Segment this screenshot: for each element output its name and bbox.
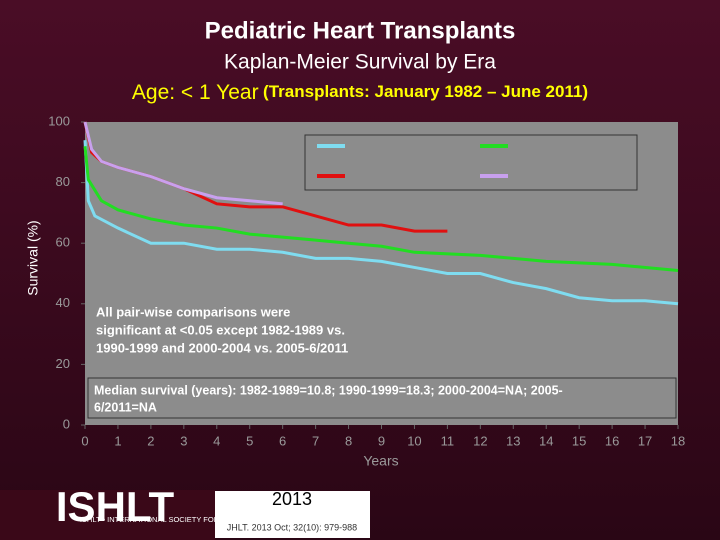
annotation-box — [87, 377, 677, 419]
age-line: Age: < 1 Year (Transplants: January 1982… — [132, 81, 588, 104]
footer: ISHLT ISHLT • INTERNATIONAL SOCIETY FOR … — [0, 483, 370, 540]
x-tick-label: 10 — [407, 433, 421, 448]
y-tick-label: 0 — [63, 416, 70, 431]
x-tick-label: 4 — [213, 433, 220, 448]
x-tick-label: 16 — [605, 433, 619, 448]
x-tick-label: 18 — [671, 433, 685, 448]
x-tick-label: 5 — [246, 433, 253, 448]
x-tick-label: 2 — [147, 433, 154, 448]
x-tick-label: 17 — [638, 433, 652, 448]
period-label: (Transplants: January 1982 – June 2011) — [263, 82, 588, 101]
y-tick-label: 60 — [56, 235, 70, 250]
citation-box — [215, 491, 370, 538]
annotation-text: All pair-wise comparisons were — [96, 304, 290, 319]
subtitle: Kaplan-Meier Survival by Era — [224, 51, 496, 74]
x-tick-label: 8 — [345, 433, 352, 448]
y-tick-label: 100 — [48, 113, 70, 128]
x-tick-label: 9 — [378, 433, 385, 448]
y-tick-label: 40 — [56, 295, 70, 310]
x-tick-label: 15 — [572, 433, 586, 448]
x-tick-label: 14 — [539, 433, 553, 448]
legend — [304, 134, 638, 191]
x-tick-label: 0 — [81, 433, 88, 448]
x-tick-label: 7 — [312, 433, 319, 448]
x-tick-label: 6 — [279, 433, 286, 448]
title: Pediatric Heart Transplants — [205, 17, 516, 44]
y-tick-label: 80 — [56, 174, 70, 189]
survival-line — [83, 121, 283, 206]
y-axis-label: Survival (%) — [25, 220, 41, 295]
x-tick-label: 12 — [473, 433, 487, 448]
annotation-text: 6/2011=NA — [94, 400, 157, 414]
x-tick-label: 11 — [441, 433, 455, 448]
x-tick-label: 3 — [180, 433, 187, 448]
annotation-text: 1990-1999 and 2000-2004 vs. 2005-6/2011 — [96, 340, 348, 355]
age-label: Age: < 1 Year — [132, 81, 259, 104]
annotation-text: significant at <0.05 except 1982-1989 vs… — [96, 322, 345, 337]
y-tick-label: 20 — [56, 356, 70, 371]
citation: JHLT. 2013 Oct; 32(10): 979-988 — [227, 522, 357, 532]
x-tick-label: 13 — [506, 433, 520, 448]
x-tick-label: 1 — [114, 433, 121, 448]
survival-line — [83, 146, 679, 272]
logo: ISHLT — [56, 483, 175, 530]
logo-bg — [0, 490, 215, 540]
x-axis-label: Years — [363, 453, 398, 469]
survival-line — [83, 140, 679, 306]
annotation-text: Median survival (years): 1982-1989=10.8;… — [94, 383, 563, 397]
year: 2013 — [272, 489, 312, 509]
